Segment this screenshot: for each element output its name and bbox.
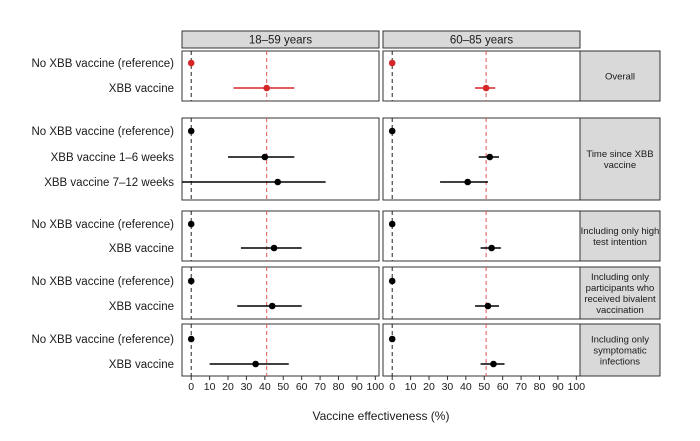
x-tick-label: 20 [423,381,435,393]
panel-5: No XBB vaccine (reference) XBB vaccine Inc… [31,323,661,377]
facet-label-line: vaccination [596,305,644,316]
panel-frame [181,50,380,102]
panel-3: No XBB vaccine (reference) XBB vaccine Inc… [31,210,661,262]
x-tick-label: 70 [314,381,326,393]
estimate-point-xbb-vaccine-1-6-weeks-60-85 [486,153,494,161]
row-label: No XBB vaccine (reference) [31,334,174,346]
estimate-point-xbb-vaccine-60-85 [488,244,495,252]
x-tick-label: 100 [367,381,385,393]
panel-4: No XBB vaccine (reference) XBB vaccine Inc… [31,266,661,320]
facet-strip [579,117,661,201]
x-tick-label: 30 [442,381,454,393]
estimate-point-xbb-vaccine-60-85 [484,302,492,310]
panel-frame [181,266,380,320]
estimate-point-xbb-vaccine-1-6-weeks-18-59 [261,153,269,161]
panel-frame [382,323,581,377]
x-tick-label: 90 [351,381,363,393]
x-tick-label: 0 [188,381,194,393]
row-label: No XBB vaccine (reference) [31,219,174,231]
facet-label-line: Including only [591,272,649,283]
panel-frame [382,117,581,201]
row-label: XBB vaccine 1–6 weeks [51,152,175,164]
estimate-point-no-xbb-vaccine-reference-18-59 [187,59,195,67]
facet-strip [579,50,661,102]
row-label: No XBB vaccine (reference) [31,58,174,70]
x-tick-label: 50 [478,381,490,393]
x-tick-label: 50 [277,381,289,393]
estimate-point-xbb-vaccine-7-12-weeks-60-85 [464,178,471,186]
row-label: XBB vaccine [109,301,174,313]
estimate-point-xbb-vaccine-60-85 [490,360,497,368]
estimate-point-no-xbb-vaccine-reference-18-59 [187,220,195,228]
facet-label-line: Including only [591,335,649,346]
facet-label-line: test intention [593,237,647,248]
column-strips: 18–59 years 60–85 years [181,30,581,49]
column-label-60-85: 60–85 years [450,35,514,47]
panel-frame [181,323,380,377]
x-tick-label: 60 [497,381,509,393]
panel-1: No XBB vaccine (reference) XBB vaccine Ove… [31,50,661,102]
strip-60-85 [382,30,581,49]
facet-label-line: received bivalent [584,294,656,305]
estimate-point-xbb-vaccine-18-59 [263,84,270,92]
row-label: No XBB vaccine (reference) [31,276,174,288]
estimate-point-xbb-vaccine-18-59 [268,302,276,310]
x-tick-label: 0 [389,381,395,393]
estimate-point-no-xbb-vaccine-reference-60-85 [388,335,396,343]
estimate-point-no-xbb-vaccine-reference-18-59 [187,277,195,285]
estimate-point-no-xbb-vaccine-reference-18-59 [187,127,195,135]
row-label: XBB vaccine [109,359,174,371]
x-tick-label: 10 [405,381,417,393]
estimate-point-xbb-vaccine-60-85 [482,84,490,92]
row-label: XBB vaccine [109,83,174,95]
estimate-point-xbb-vaccine-7-12-weeks-18-59 [274,178,282,186]
estimate-point-xbb-vaccine-18-59 [252,360,259,368]
facet-label-line: symptomatic [593,346,647,357]
estimate-point-no-xbb-vaccine-reference-60-85 [388,127,396,135]
facet-label-line: Time since XBB [586,149,653,160]
x-tick-label: 60 [296,381,308,393]
x-tick-label: 40 [460,381,472,393]
estimate-point-no-xbb-vaccine-reference-18-59 [187,335,195,343]
x-tick-label: 70 [515,381,527,393]
estimate-point-no-xbb-vaccine-reference-60-85 [388,220,396,228]
strip-18-59 [181,30,380,49]
facet-strip [579,210,661,262]
row-label: No XBB vaccine (reference) [31,126,174,138]
row-label: XBB vaccine 7–12 weeks [44,177,174,189]
x-axes: 0 10 20 30 40 50 60 70 80 90 100 0 10 20 30 40 50 60 70 80 9… [188,376,585,393]
estimate-point-no-xbb-vaccine-reference-60-85 [388,277,396,285]
panel-frame [382,210,581,262]
estimate-point-no-xbb-vaccine-reference-60-85 [388,59,396,67]
x-tick-label: 30 [241,381,253,393]
panel-frame [382,50,581,102]
panel-frame [382,266,581,320]
facet-label-line: participants who [586,283,655,294]
facet-label-line: Overall [605,72,635,83]
facet-label-line: Including only high [581,226,660,237]
facet-label-line: vaccine [604,160,636,171]
row-label: XBB vaccine [109,243,174,255]
x-tick-label: 80 [333,381,345,393]
x-tick-label: 10 [204,381,216,393]
panel-frame [181,117,380,201]
facet-strip [579,323,661,377]
panel-2: No XBB vaccine (reference) XBB vaccine 1–… [31,117,661,201]
facet-strip [579,266,661,320]
x-tick-label: 90 [552,381,564,393]
facet-label-line: infections [600,357,640,368]
x-tick-label: 80 [534,381,546,393]
estimate-point-xbb-vaccine-18-59 [270,244,278,252]
column-label-18-59: 18–59 years [249,35,313,47]
panel-frame [181,210,380,262]
x-tick-label: 20 [222,381,234,393]
panels: No XBB vaccine (reference) XBB vaccine Ove… [31,50,661,377]
x-tick-label: 100 [568,381,586,393]
x-tick-label: 40 [259,381,271,393]
x-axis-title: Vaccine effectiveness (%) [313,409,450,423]
